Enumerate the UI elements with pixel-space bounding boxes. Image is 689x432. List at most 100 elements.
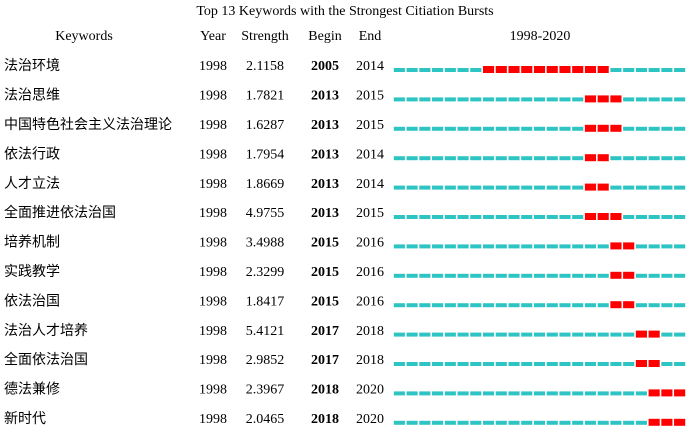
strength: 2.9852	[246, 353, 285, 368]
timeline-segment	[482, 332, 495, 337]
timeline-segment	[559, 273, 571, 278]
timeline-segment	[482, 156, 495, 161]
timeline-segment	[546, 362, 558, 366]
timeline-segment	[470, 332, 482, 337]
timeline-segment	[521, 303, 533, 308]
timeline-segment	[648, 303, 660, 308]
timeline-segment	[597, 303, 609, 308]
burst-segment	[533, 66, 546, 73]
timeline-segment	[559, 391, 571, 396]
timeline-segment	[533, 244, 546, 249]
timeline-segment	[623, 68, 635, 72]
burst-segment	[610, 301, 622, 309]
keyword: 法治人才培养	[4, 323, 88, 339]
timeline-segment	[495, 97, 507, 102]
timeline-segment	[406, 273, 418, 278]
burst-segment	[610, 95, 622, 103]
burst-segment	[584, 66, 597, 73]
timeline-segment	[457, 68, 469, 72]
burst-segment	[635, 360, 647, 367]
timeline-segment	[572, 215, 584, 219]
timeline-segment	[432, 185, 444, 190]
timeline-segment	[674, 97, 686, 102]
year: 1998	[199, 59, 227, 74]
timeline-segment	[572, 391, 584, 396]
timeline-segment	[610, 68, 622, 72]
timeline-segment	[584, 332, 597, 337]
begin: 2005	[311, 59, 339, 74]
timeline-segment	[521, 185, 533, 190]
timeline-segment	[533, 273, 546, 278]
begin-header: Begin	[308, 29, 341, 44]
timeline-segment	[572, 420, 584, 425]
timeline-segment	[521, 273, 533, 278]
burst-segment	[674, 389, 686, 397]
timeline-segment	[482, 391, 495, 396]
timeline-segment	[597, 273, 609, 278]
timeline-segment	[610, 332, 622, 337]
timeline-segment	[674, 332, 686, 337]
timeline-segment	[419, 215, 431, 219]
timeline-segment	[393, 420, 405, 425]
begin: 2013	[311, 118, 339, 133]
timeline-segment	[432, 303, 444, 308]
timeline-segment	[572, 156, 584, 161]
timeline-segment	[584, 420, 597, 425]
keyword: 依法治国	[4, 293, 60, 309]
timeline-segment	[482, 362, 495, 366]
end: 2018	[356, 324, 384, 339]
timeline-segment	[533, 185, 546, 190]
timeline-segment	[432, 97, 444, 102]
keyword: 实践教学	[4, 264, 60, 280]
end: 2014	[356, 147, 384, 162]
timeline-segment	[432, 244, 444, 249]
timeline-segment	[674, 68, 686, 72]
timeline-segment	[635, 68, 647, 72]
timeline-segment	[521, 362, 533, 366]
timeline-segment	[597, 391, 609, 396]
timeline-segment	[661, 244, 673, 249]
timeline-segment	[444, 215, 456, 219]
timeline-segment	[559, 215, 571, 219]
timeline-segment	[470, 244, 482, 249]
timeline-segment	[470, 273, 482, 278]
timeline-segment	[393, 303, 405, 308]
year: 1998	[199, 353, 227, 368]
timeline-segment	[674, 156, 686, 161]
timeline-segment	[648, 244, 660, 249]
strength: 5.4121	[246, 324, 285, 339]
burst-segment	[674, 418, 686, 426]
year: 1998	[199, 206, 227, 221]
timeline-segment	[508, 244, 520, 249]
year: 1998	[199, 265, 227, 280]
timeline-segment	[444, 185, 456, 190]
timeline-segment	[546, 97, 558, 102]
timeline-segment	[508, 156, 520, 161]
timeline-segment	[419, 97, 431, 102]
timeline-segment	[495, 420, 507, 425]
timeline-segment	[661, 332, 673, 337]
timeline-segment	[470, 303, 482, 308]
burst-segment	[584, 124, 597, 132]
year-header: Year	[200, 29, 226, 44]
timeline-segment	[419, 156, 431, 161]
timeline-segment	[419, 362, 431, 366]
begin: 2018	[311, 383, 339, 398]
timeline-segment	[482, 126, 495, 131]
timeline-segment	[597, 362, 609, 366]
begin: 2013	[311, 147, 339, 162]
begin: 2015	[311, 265, 339, 280]
timeline-segment	[533, 156, 546, 161]
timeline-segment	[457, 215, 469, 219]
timeline-segment	[623, 420, 635, 425]
timeline-segment	[444, 420, 456, 425]
timeline-segment	[559, 156, 571, 161]
timeline-segment	[444, 156, 456, 161]
timeline-segment	[521, 391, 533, 396]
timeline-segment	[546, 185, 558, 190]
timeline-segment	[457, 362, 469, 366]
timeline-segment	[406, 244, 418, 249]
end: 2018	[356, 353, 384, 368]
burst-segment	[623, 242, 635, 250]
timeline-segment	[470, 68, 482, 72]
